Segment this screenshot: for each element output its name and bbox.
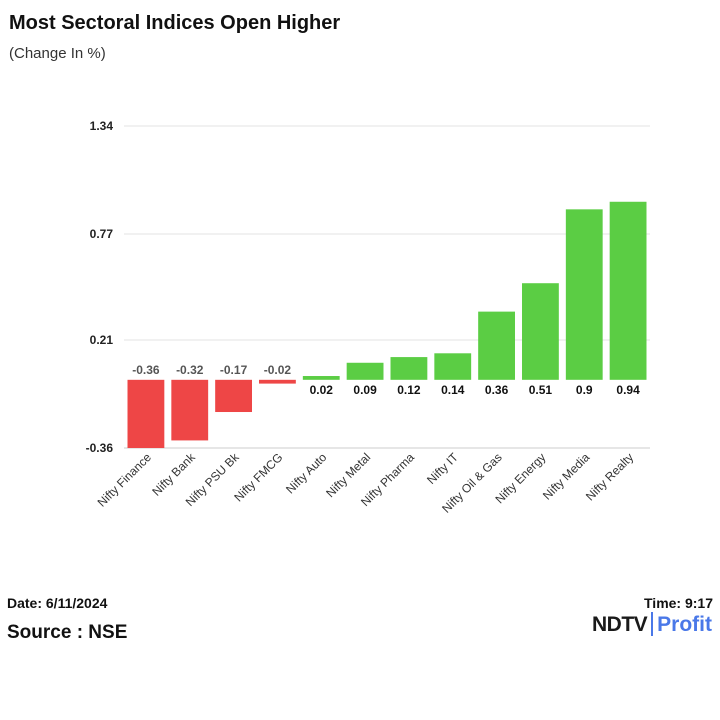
bar-value-label: 0.02 xyxy=(310,383,334,397)
logo-separator xyxy=(651,612,654,636)
bar-value-label: 0.94 xyxy=(616,383,640,397)
bars xyxy=(127,201,647,448)
bar xyxy=(609,201,647,380)
y-tick-label: 0.77 xyxy=(90,227,114,241)
bar-value-label: -0.32 xyxy=(176,363,204,377)
bar xyxy=(215,379,252,413)
bar xyxy=(522,283,559,380)
bar-value-label: -0.02 xyxy=(264,363,292,377)
bar-value-label: 0.14 xyxy=(441,383,465,397)
x-tick-label: Nifty Realty xyxy=(583,450,636,503)
bar xyxy=(478,311,515,380)
date-label: Date: 6/11/2024 xyxy=(7,595,108,611)
y-tick-label: 0.21 xyxy=(90,333,114,347)
chart-title: Most Sectoral Indices Open Higher xyxy=(9,12,341,34)
chart-subtitle: (Change In %) xyxy=(9,45,106,62)
bar-value-label: 0.51 xyxy=(529,383,553,397)
x-tick-label: Nifty Finance xyxy=(95,450,155,510)
bar-chart: 1.34 0.77 0.21 -0.36 -0.36 -0.32 -0.17 -0.02 0.… xyxy=(86,119,650,516)
x-tick-label: Nifty Auto xyxy=(283,450,329,496)
grid-lines xyxy=(124,125,650,449)
bar-value-label: -0.36 xyxy=(132,363,160,377)
ndtv-profit-logo: NDTV Profit xyxy=(592,612,712,636)
logo-product: Profit xyxy=(657,612,712,636)
bar-value-label: -0.17 xyxy=(220,363,248,377)
bar-value-label: 0.09 xyxy=(353,383,377,397)
bar xyxy=(346,362,384,380)
time-label: Time: 9:17 xyxy=(644,595,713,611)
bar-value-label: 0.12 xyxy=(397,383,421,397)
bar xyxy=(259,379,296,384)
bar xyxy=(127,379,165,448)
bar xyxy=(565,209,603,380)
y-axis-ticks: 1.34 0.77 0.21 -0.36 xyxy=(86,119,114,455)
y-tick-label: -0.36 xyxy=(86,441,114,455)
bar-value-label: 0.9 xyxy=(576,383,593,397)
y-tick-label: 1.34 xyxy=(90,119,114,133)
bar xyxy=(434,353,472,380)
bar-value-label: 0.36 xyxy=(485,383,509,397)
bar xyxy=(390,357,428,380)
bar xyxy=(302,376,340,380)
x-tick-label: Nifty IT xyxy=(424,450,461,487)
source-label: Source : NSE xyxy=(7,622,128,643)
logo-brand: NDTV xyxy=(592,612,648,636)
value-labels: -0.36 -0.32 -0.17 -0.02 0.02 0.09 0.12 0.14 0.36… xyxy=(132,363,640,397)
bar xyxy=(171,379,209,441)
